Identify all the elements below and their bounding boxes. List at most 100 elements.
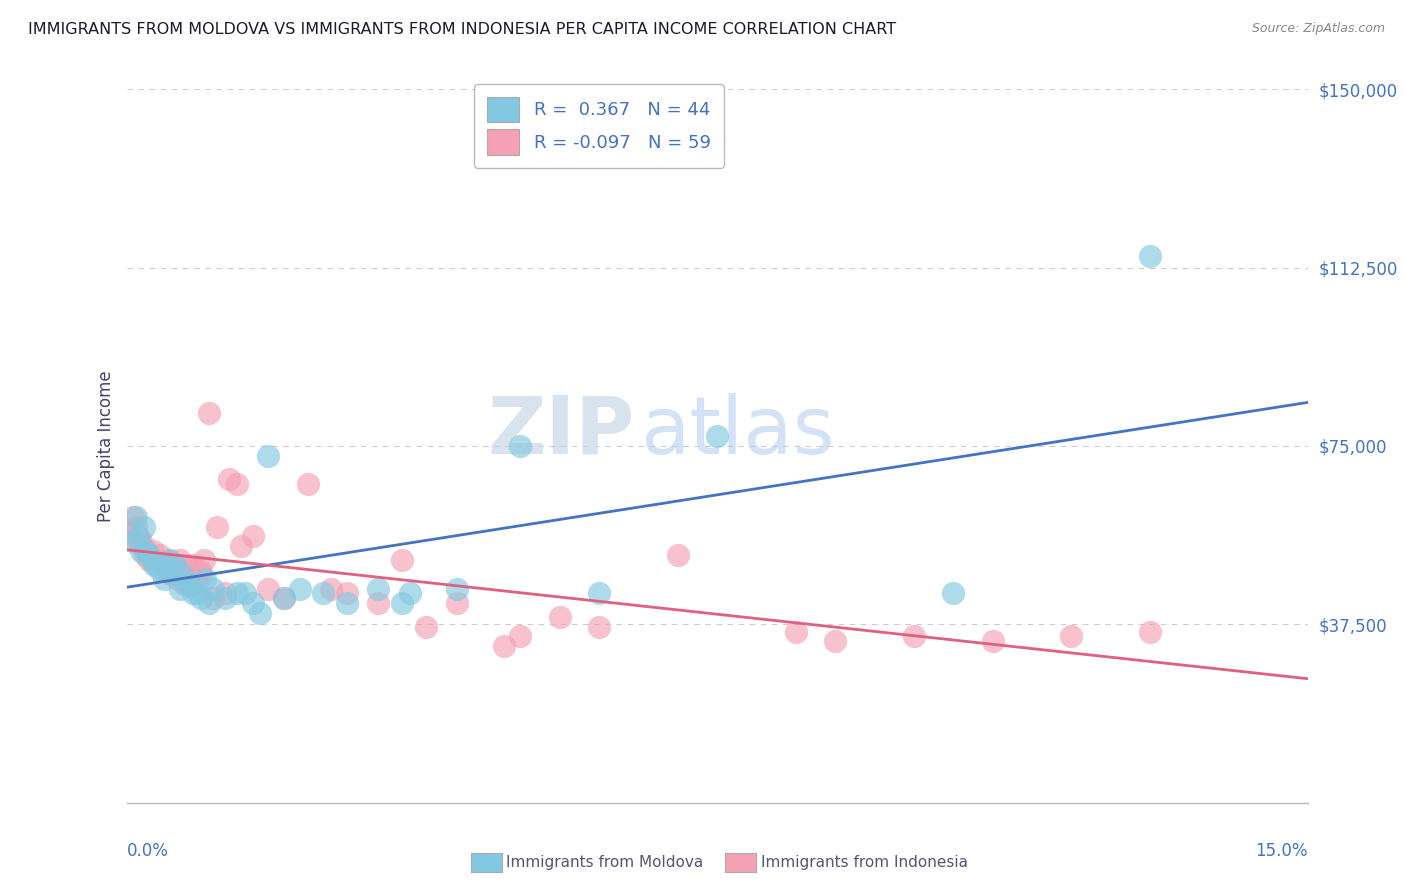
Point xyxy=(202,591,225,606)
Point xyxy=(141,543,163,558)
Point xyxy=(1060,629,1083,643)
Point xyxy=(273,591,295,606)
Point xyxy=(131,539,153,553)
Point xyxy=(159,553,181,567)
Point xyxy=(143,553,166,567)
Point xyxy=(666,549,689,563)
Point xyxy=(153,572,176,586)
Point xyxy=(367,596,389,610)
Point xyxy=(1139,624,1161,639)
Point xyxy=(129,543,152,558)
Point xyxy=(160,567,183,582)
Point xyxy=(391,596,413,610)
Point xyxy=(1139,249,1161,263)
Text: 15.0%: 15.0% xyxy=(1256,842,1308,860)
Point xyxy=(157,553,180,567)
Text: Immigrants from Moldova: Immigrants from Moldova xyxy=(506,855,703,870)
Point xyxy=(127,529,149,543)
Legend: R =  0.367   N = 44, R = -0.097   N = 59: R = 0.367 N = 44, R = -0.097 N = 59 xyxy=(474,84,724,168)
Point xyxy=(125,510,148,524)
Point xyxy=(257,449,280,463)
Point xyxy=(257,582,280,596)
Point xyxy=(177,567,200,582)
Point xyxy=(138,549,160,563)
Point xyxy=(225,586,247,600)
Point xyxy=(233,586,256,600)
Point xyxy=(297,477,319,491)
Point xyxy=(249,606,271,620)
Point xyxy=(184,572,207,586)
Point xyxy=(446,582,468,596)
Point xyxy=(548,610,571,624)
Point xyxy=(132,520,155,534)
Point xyxy=(121,510,143,524)
Point xyxy=(273,591,295,606)
Point xyxy=(145,558,167,572)
Point xyxy=(179,577,201,591)
Point xyxy=(415,620,437,634)
Text: ZIP: ZIP xyxy=(486,392,634,471)
Point xyxy=(321,582,343,596)
Point xyxy=(446,596,468,610)
Text: Immigrants from Indonesia: Immigrants from Indonesia xyxy=(761,855,967,870)
Point xyxy=(165,563,187,577)
Point xyxy=(188,563,211,577)
Y-axis label: Per Capita Income: Per Capita Income xyxy=(97,370,115,522)
Point xyxy=(903,629,925,643)
Point xyxy=(399,586,422,600)
Point xyxy=(160,567,183,582)
Point xyxy=(494,639,516,653)
Point xyxy=(174,558,197,572)
Point xyxy=(194,572,217,586)
Point xyxy=(214,586,236,600)
Point xyxy=(124,524,146,539)
Point xyxy=(193,553,215,567)
Text: Source: ZipAtlas.com: Source: ZipAtlas.com xyxy=(1251,22,1385,36)
Point xyxy=(288,582,311,596)
Point xyxy=(785,624,807,639)
Point xyxy=(134,549,156,563)
Point xyxy=(198,406,221,420)
Point xyxy=(125,520,148,534)
Point xyxy=(588,620,610,634)
Point xyxy=(174,577,197,591)
Point xyxy=(169,582,191,596)
Point xyxy=(183,586,205,600)
Point xyxy=(391,553,413,567)
Point xyxy=(180,558,202,572)
Point xyxy=(120,529,142,543)
Point xyxy=(149,549,172,563)
Point xyxy=(150,558,173,572)
Point xyxy=(153,563,176,577)
Point xyxy=(190,567,212,582)
Point xyxy=(229,539,252,553)
Text: IMMIGRANTS FROM MOLDOVA VS IMMIGRANTS FROM INDONESIA PER CAPITA INCOME CORRELATI: IMMIGRANTS FROM MOLDOVA VS IMMIGRANTS FR… xyxy=(28,22,896,37)
Point xyxy=(143,558,166,572)
Point xyxy=(824,634,846,648)
Point xyxy=(312,586,335,600)
Point xyxy=(190,591,212,606)
Point xyxy=(588,586,610,600)
Point xyxy=(242,529,264,543)
Point xyxy=(186,586,208,600)
Point xyxy=(242,596,264,610)
Text: atlas: atlas xyxy=(640,392,835,471)
Point xyxy=(205,520,228,534)
Point xyxy=(170,567,193,582)
Point xyxy=(165,558,187,572)
Point xyxy=(336,586,359,600)
Point xyxy=(706,429,728,443)
Point xyxy=(981,634,1004,648)
Point xyxy=(138,553,160,567)
Point xyxy=(150,558,173,572)
Point xyxy=(942,586,965,600)
Point xyxy=(367,582,389,596)
Point xyxy=(183,577,205,591)
Point xyxy=(135,543,157,558)
Point xyxy=(166,572,188,586)
Point xyxy=(218,472,240,486)
Point xyxy=(135,543,157,558)
Point xyxy=(128,534,150,549)
Point xyxy=(214,591,236,606)
Point xyxy=(225,477,247,491)
